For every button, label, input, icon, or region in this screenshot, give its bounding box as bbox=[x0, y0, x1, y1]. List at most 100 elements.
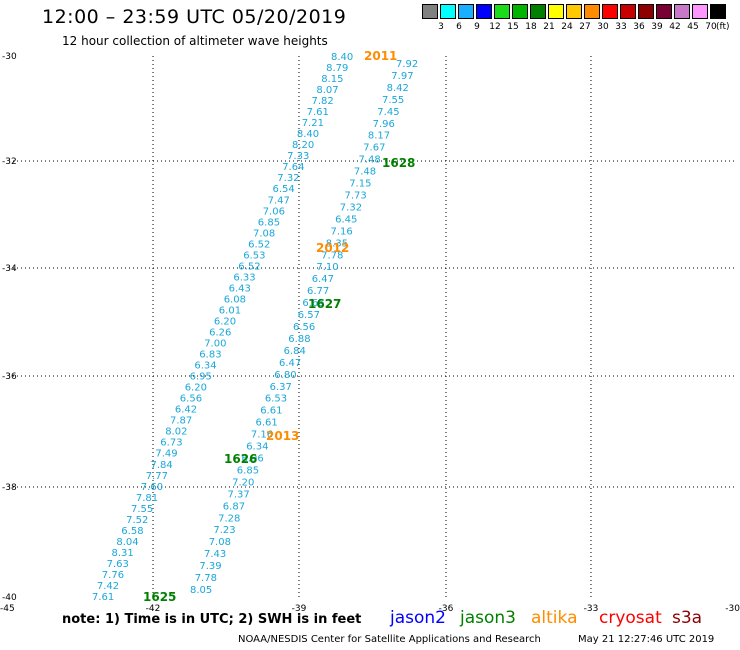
footer-credit: NOAA/NESDIS Center for Satellite Applica… bbox=[238, 634, 541, 645]
wave-height-label: 6.47 bbox=[312, 274, 334, 285]
wave-height-label: 7.47 bbox=[268, 195, 290, 206]
wave-height-label: 7.33 bbox=[287, 151, 309, 162]
wave-height-label: 7.55 bbox=[382, 95, 404, 106]
color-swatch bbox=[440, 4, 456, 19]
wave-height-label: 6.53 bbox=[265, 394, 287, 405]
footer-timestamp: May 21 12:27:46 UTC 2019 bbox=[578, 634, 715, 645]
color-swatch bbox=[692, 4, 708, 19]
wave-height-label: 6.01 bbox=[219, 306, 241, 317]
satellite-legend-item: jason3 bbox=[460, 608, 516, 628]
color-swatch bbox=[476, 4, 492, 19]
time-marker-label: 2013 bbox=[266, 429, 299, 443]
wave-height-label: 8.07 bbox=[316, 85, 338, 96]
color-swatch bbox=[584, 4, 600, 19]
color-swatch bbox=[674, 4, 690, 19]
wave-height-label: 6.52 bbox=[248, 239, 270, 250]
wave-height-label: 6.20 bbox=[214, 317, 236, 328]
wave-height-label: 7.32 bbox=[340, 203, 362, 214]
wave-height-label: 7.06 bbox=[263, 206, 285, 217]
time-marker-label: 2011 bbox=[364, 49, 397, 63]
color-swatch bbox=[458, 4, 474, 19]
wave-height-label: 7.00 bbox=[204, 339, 226, 350]
wave-height-label: 6.77 bbox=[307, 286, 329, 297]
wave-height-label: 6.54 bbox=[273, 184, 295, 195]
wave-height-label: 6.96 bbox=[242, 454, 264, 465]
wave-height-label: 7.16 bbox=[251, 430, 273, 441]
color-swatch bbox=[548, 4, 564, 19]
color-scale-tick: 36 bbox=[633, 22, 645, 32]
color-scale-tick: 70 bbox=[705, 22, 717, 32]
time-marker-label: 2012 bbox=[316, 241, 349, 255]
wave-height-label: 7.97 bbox=[391, 71, 413, 82]
wave-height-label: 8.20 bbox=[292, 140, 314, 151]
wave-height-label: 6.88 bbox=[288, 334, 310, 345]
wave-height-label: 7.49 bbox=[155, 449, 177, 460]
wave-height-label: 6.34 bbox=[194, 361, 216, 372]
wave-height-label: 8.04 bbox=[116, 537, 138, 548]
wave-height-label: 7.52 bbox=[126, 515, 148, 526]
wave-height-label: 8.31 bbox=[112, 548, 134, 559]
longitude-tick-label: -45 bbox=[0, 604, 15, 614]
latitude-tick-label: -38 bbox=[2, 483, 17, 493]
wave-height-label: 8.40 bbox=[331, 52, 353, 63]
wave-height-label: 6.56 bbox=[180, 394, 202, 405]
wave-height-label: 6.33 bbox=[233, 272, 255, 283]
wave-height-label: 7.10 bbox=[316, 262, 338, 273]
wave-height-label: 6.37 bbox=[270, 382, 292, 393]
wave-height-label: 8.42 bbox=[387, 83, 409, 94]
satellite-legend-item: jason2 bbox=[390, 608, 446, 628]
wave-height-label: 7.39 bbox=[199, 561, 221, 572]
wave-height-label: 7.37 bbox=[228, 489, 250, 500]
longitude-tick-label: -39 bbox=[292, 604, 307, 614]
latitude-tick-label: -30 bbox=[2, 52, 17, 62]
wave-height-label: 7.64 bbox=[282, 162, 304, 173]
color-scale-tick: 39 bbox=[651, 22, 663, 32]
footer-note: note: 1) Time is in UTC; 2) SWH is in fe… bbox=[62, 612, 362, 627]
satellite-legend-item: s3a bbox=[672, 608, 703, 628]
wave-height-label: 8.02 bbox=[165, 427, 187, 438]
map-grid bbox=[9, 56, 737, 597]
color-swatch bbox=[566, 4, 582, 19]
time-markers: 2011 1628 2012 1627 2013 1626 1625 bbox=[143, 49, 415, 604]
wave-height-label: 6.47 bbox=[279, 358, 301, 369]
wave-height-label: 8.17 bbox=[368, 131, 390, 142]
wave-height-label: 6.45 bbox=[335, 214, 357, 225]
wave-height-label: 7.43 bbox=[204, 549, 226, 560]
wave-height-label: 6.84 bbox=[284, 346, 306, 357]
wave-height-label: 7.61 bbox=[307, 107, 329, 118]
wave-height-label: 7.92 bbox=[396, 59, 418, 70]
wave-height-label: 7.76 bbox=[102, 570, 124, 581]
wave-height-label: 6.57 bbox=[298, 310, 320, 321]
wave-height-label: 7.78 bbox=[195, 573, 217, 584]
wave-height-label: 7.48 bbox=[359, 155, 381, 166]
color-swatch bbox=[602, 4, 618, 19]
longitude-tick-label: -30 bbox=[725, 604, 740, 614]
color-swatch bbox=[422, 4, 438, 19]
color-scale-tick: 9 bbox=[474, 22, 480, 32]
wave-height-label: 7.87 bbox=[170, 416, 192, 427]
map-title: 12:00 – 23:59 UTC 05/20/2019 bbox=[42, 6, 347, 28]
latitude-tick-label: -32 bbox=[2, 157, 17, 167]
wave-height-label: 6.87 bbox=[223, 501, 245, 512]
color-scale-tick: 27 bbox=[579, 22, 591, 32]
wave-height-label: 6.20 bbox=[185, 383, 207, 394]
color-scale-tick: 15 bbox=[507, 22, 519, 32]
color-scale-unit: (ft) bbox=[716, 22, 730, 32]
longitude-tick-label: -42 bbox=[146, 604, 161, 614]
wave-height-label: 7.81 bbox=[136, 493, 158, 504]
wave-height-label: 7.63 bbox=[107, 559, 129, 570]
wave-height-label: 7.48 bbox=[354, 167, 376, 178]
wave-height-label: 7.16 bbox=[331, 226, 353, 237]
wave-height-label: 7.96 bbox=[373, 119, 395, 130]
longitude-tick-label: -33 bbox=[584, 604, 599, 614]
wave-height-label: 7.28 bbox=[218, 513, 240, 524]
latitude-tick-label: -36 bbox=[2, 372, 17, 382]
wave-track-b: 7.927.978.427.557.457.968.177.677.487.48… bbox=[190, 59, 418, 596]
wave-height-label: 7.21 bbox=[302, 118, 324, 129]
longitude-tick-label: -36 bbox=[439, 604, 454, 614]
longitude-labels: -45 -42 -39 -36 -33 -30 bbox=[0, 604, 740, 614]
color-scale-tick: 3 bbox=[438, 22, 444, 32]
wave-height-label: 6.26 bbox=[209, 328, 231, 339]
wave-height-label: 7.08 bbox=[253, 228, 275, 239]
color-scale-tick: 42 bbox=[669, 22, 681, 32]
